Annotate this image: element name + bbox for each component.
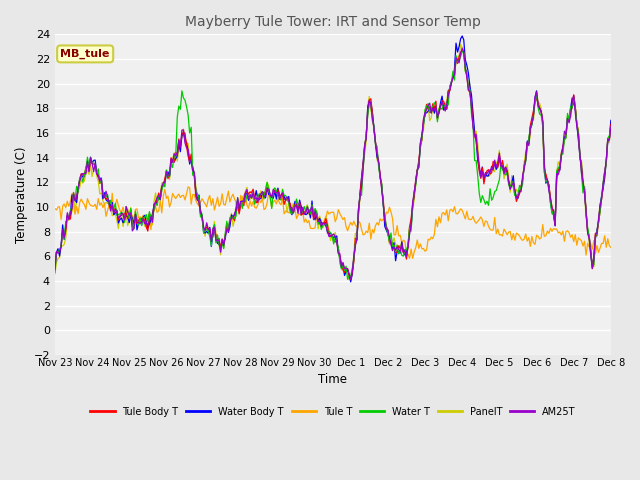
Text: MB_tule: MB_tule: [60, 49, 110, 59]
X-axis label: Time: Time: [318, 373, 348, 386]
Legend: Tule Body T, Water Body T, Tule T, Water T, PanelT, AM25T: Tule Body T, Water Body T, Tule T, Water…: [86, 403, 579, 420]
Y-axis label: Temperature (C): Temperature (C): [15, 146, 28, 243]
Title: Mayberry Tule Tower: IRT and Sensor Temp: Mayberry Tule Tower: IRT and Sensor Temp: [185, 15, 481, 29]
